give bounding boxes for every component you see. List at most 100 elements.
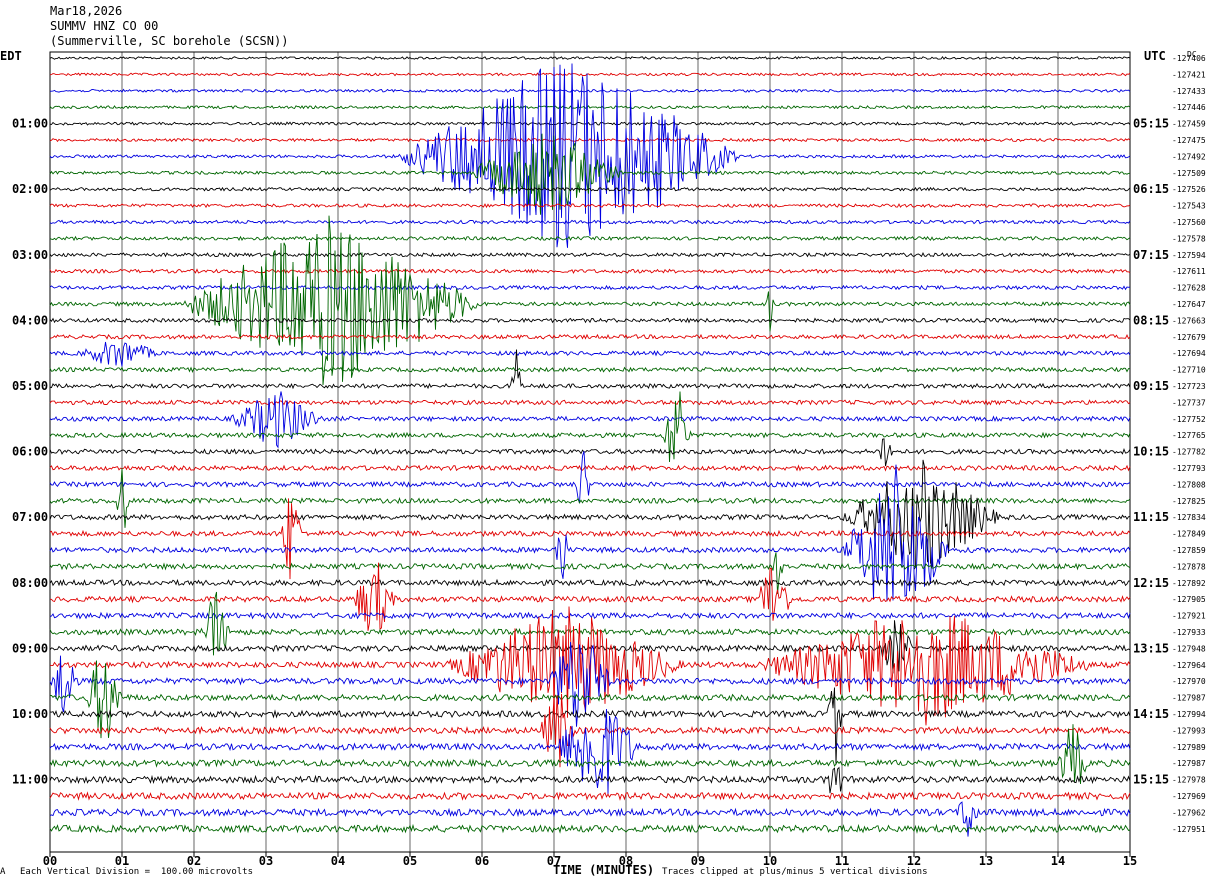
dc-offset-label: -127710: [1172, 366, 1206, 375]
seismic-trace: [49, 641, 1131, 727]
x-tick-label: 08: [619, 854, 633, 868]
dc-offset-label: -127849: [1172, 530, 1206, 539]
dc-offset-label: -127509: [1172, 169, 1206, 178]
dc-offset-label: -127964: [1172, 661, 1206, 670]
seismic-trace: [49, 451, 1131, 504]
dc-offset-label: -127446: [1172, 103, 1206, 112]
dc-offset-label: -127970: [1172, 677, 1206, 686]
x-tick-label: 02: [187, 854, 201, 868]
x-tick-label: 07: [547, 854, 561, 868]
dc-offset-label: -127406: [1172, 54, 1206, 63]
left-hour-label: 10:00: [12, 707, 48, 721]
dc-offset-label: -127962: [1172, 808, 1206, 817]
seismic-trace: [49, 55, 1131, 60]
seismic-trace: [49, 215, 1131, 386]
dc-offset-label: -127994: [1172, 710, 1206, 719]
right-hour-label: 12:15: [1133, 576, 1169, 590]
seismic-trace: [49, 121, 1131, 126]
dc-offset-label: -127969: [1172, 792, 1206, 801]
right-hour-label: 11:15: [1133, 510, 1169, 524]
seismic-trace: [49, 391, 1131, 463]
right-hour-label: 14:15: [1133, 707, 1169, 721]
seismic-trace: [49, 791, 1131, 801]
x-tick-label: 09: [691, 854, 705, 868]
right-hour-label: 10:15: [1133, 445, 1169, 459]
seismic-trace: [50, 562, 1131, 631]
dc-offset-label: -127526: [1172, 185, 1206, 194]
right-hour-label: 13:15: [1133, 641, 1169, 655]
dc-offset-label: -127825: [1172, 497, 1206, 506]
seismic-trace: [49, 399, 1131, 406]
date-label: Mar18,2026: [50, 4, 123, 18]
dc-offset-label: -127859: [1172, 546, 1206, 555]
left-hour-label: 05:00: [12, 379, 48, 393]
corner-mark: A: [0, 867, 6, 877]
seismic-trace: [49, 72, 1131, 77]
seismic-trace: [49, 203, 1131, 209]
seismic-trace: [49, 693, 1131, 768]
dc-offset-label: -127987: [1172, 694, 1206, 703]
dc-offset-label: -127948: [1172, 644, 1206, 653]
seismic-trace: [49, 137, 1131, 143]
x-tick-label: 11: [835, 854, 849, 868]
seismic-trace: [49, 105, 1131, 110]
left-hour-label: 08:00: [12, 576, 48, 590]
seismic-trace: [49, 341, 1131, 367]
seismic-trace: [49, 606, 1131, 726]
x-tick-label: 13: [979, 854, 993, 868]
left-hour-label: 01:00: [12, 117, 48, 131]
seismic-trace: [49, 88, 1131, 93]
dc-offset-label: -127834: [1172, 513, 1206, 522]
dc-offset-label: -127611: [1172, 267, 1206, 276]
right-hour-label: 09:15: [1133, 379, 1169, 393]
dc-offset-label: -127987: [1172, 759, 1206, 768]
x-tick-label: 15: [1123, 854, 1137, 868]
dc-offset-label: -127737: [1172, 398, 1206, 407]
seismic-trace: [49, 366, 1131, 373]
dc-offset-label: -127433: [1172, 87, 1206, 96]
x-tick-label: 12: [907, 854, 921, 868]
dc-unit-label: DC: [1187, 50, 1197, 59]
seismic-trace: [49, 438, 1131, 467]
seismic-trace: [49, 235, 1131, 242]
seismic-trace: [49, 459, 1131, 571]
dc-offset-label: -127647: [1172, 300, 1206, 309]
dc-offset-label: -127905: [1172, 595, 1206, 604]
dc-offset-label: -127475: [1172, 136, 1206, 145]
x-axis-title: TIME (MINUTES): [553, 863, 655, 877]
dc-offset-label: -127951: [1172, 825, 1206, 834]
x-tick-label: 03: [259, 854, 273, 868]
seismic-trace: [49, 766, 1131, 794]
seismic-trace: [49, 219, 1131, 225]
x-tick-label: 10: [763, 854, 777, 868]
right-hour-label: 15:15: [1133, 773, 1169, 787]
dc-offset-label: -127752: [1172, 415, 1206, 424]
dc-offset-label: -127723: [1172, 382, 1206, 391]
dc-offset-label: -127978: [1172, 776, 1206, 785]
dc-offset-label: -127679: [1172, 333, 1206, 342]
dc-offset-label: -127492: [1172, 152, 1206, 161]
right-hour-label: 06:15: [1133, 182, 1169, 196]
dc-offset-label: -127989: [1172, 743, 1206, 752]
right-hour-label: 07:15: [1133, 248, 1169, 262]
seismic-trace: [49, 801, 1131, 837]
left-hour-label: 06:00: [12, 445, 48, 459]
dc-offset-label: -127878: [1172, 562, 1206, 571]
location-label: (Summerville, SC borehole (SCSN)): [50, 34, 289, 48]
left-hour-label: 04:00: [12, 313, 48, 327]
seismic-trace: [49, 620, 1131, 674]
dc-offset-label: -127560: [1172, 218, 1206, 227]
dc-offset-label: -127694: [1172, 349, 1206, 358]
seismic-trace: [49, 252, 1131, 258]
dc-offset-label: -127543: [1172, 202, 1206, 211]
seismic-trace: [49, 687, 1131, 765]
left-hour-label: 09:00: [12, 641, 48, 655]
seismic-trace: [49, 349, 1131, 390]
seismic-trace: [49, 333, 1131, 340]
dc-offset-label: -127628: [1172, 284, 1206, 293]
seismic-trace: [49, 268, 1131, 275]
x-tick-label: 14: [1051, 854, 1065, 868]
right-hour-label: 08:15: [1133, 313, 1169, 327]
seismic-trace: [49, 823, 1131, 834]
